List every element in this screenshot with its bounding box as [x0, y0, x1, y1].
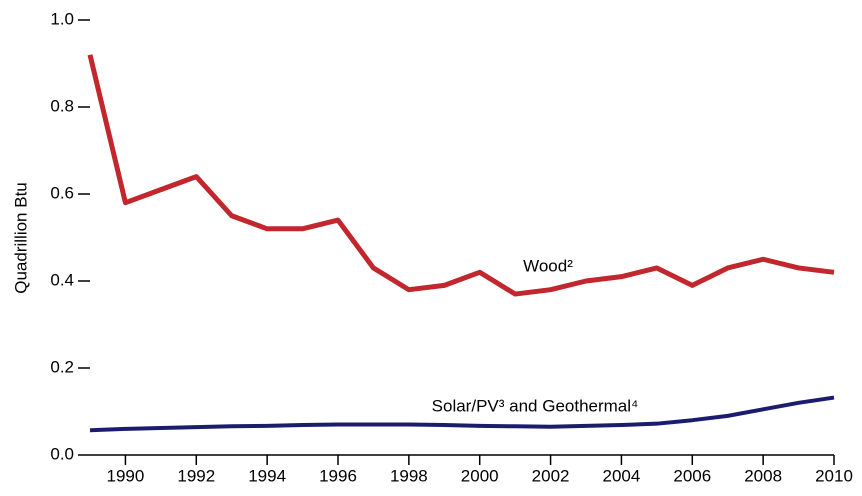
x-tick-label: 1998 — [390, 466, 428, 485]
series-line — [87, 54, 835, 297]
series-label: Solar/PV³ and Geothermal⁴ — [432, 396, 639, 415]
x-tick-label: 2002 — [532, 466, 570, 485]
x-tick-label: 1994 — [248, 466, 286, 485]
x-tick-label: 2010 — [815, 466, 853, 485]
y-tick-label: 0.2 — [50, 357, 74, 376]
x-tick-label: 1992 — [177, 466, 215, 485]
series-label: Wood² — [523, 256, 573, 275]
x-tick-label: 1990 — [107, 466, 145, 485]
y-tick-label: 1.0 — [50, 9, 74, 28]
y-tick-label: 0.6 — [50, 183, 74, 202]
y-tick-label: 0.0 — [50, 444, 74, 463]
x-tick-label: 2008 — [744, 466, 782, 485]
x-tick-label: 1996 — [319, 466, 357, 485]
y-tick-label: 0.8 — [50, 96, 74, 115]
x-tick-label: 2006 — [673, 466, 711, 485]
x-tick-label: 2004 — [603, 466, 641, 485]
y-axis-label: Quadrillion Btu — [11, 182, 30, 294]
x-tick-label: 2000 — [461, 466, 499, 485]
series-line — [89, 395, 835, 433]
y-tick-label: 0.4 — [50, 270, 74, 289]
